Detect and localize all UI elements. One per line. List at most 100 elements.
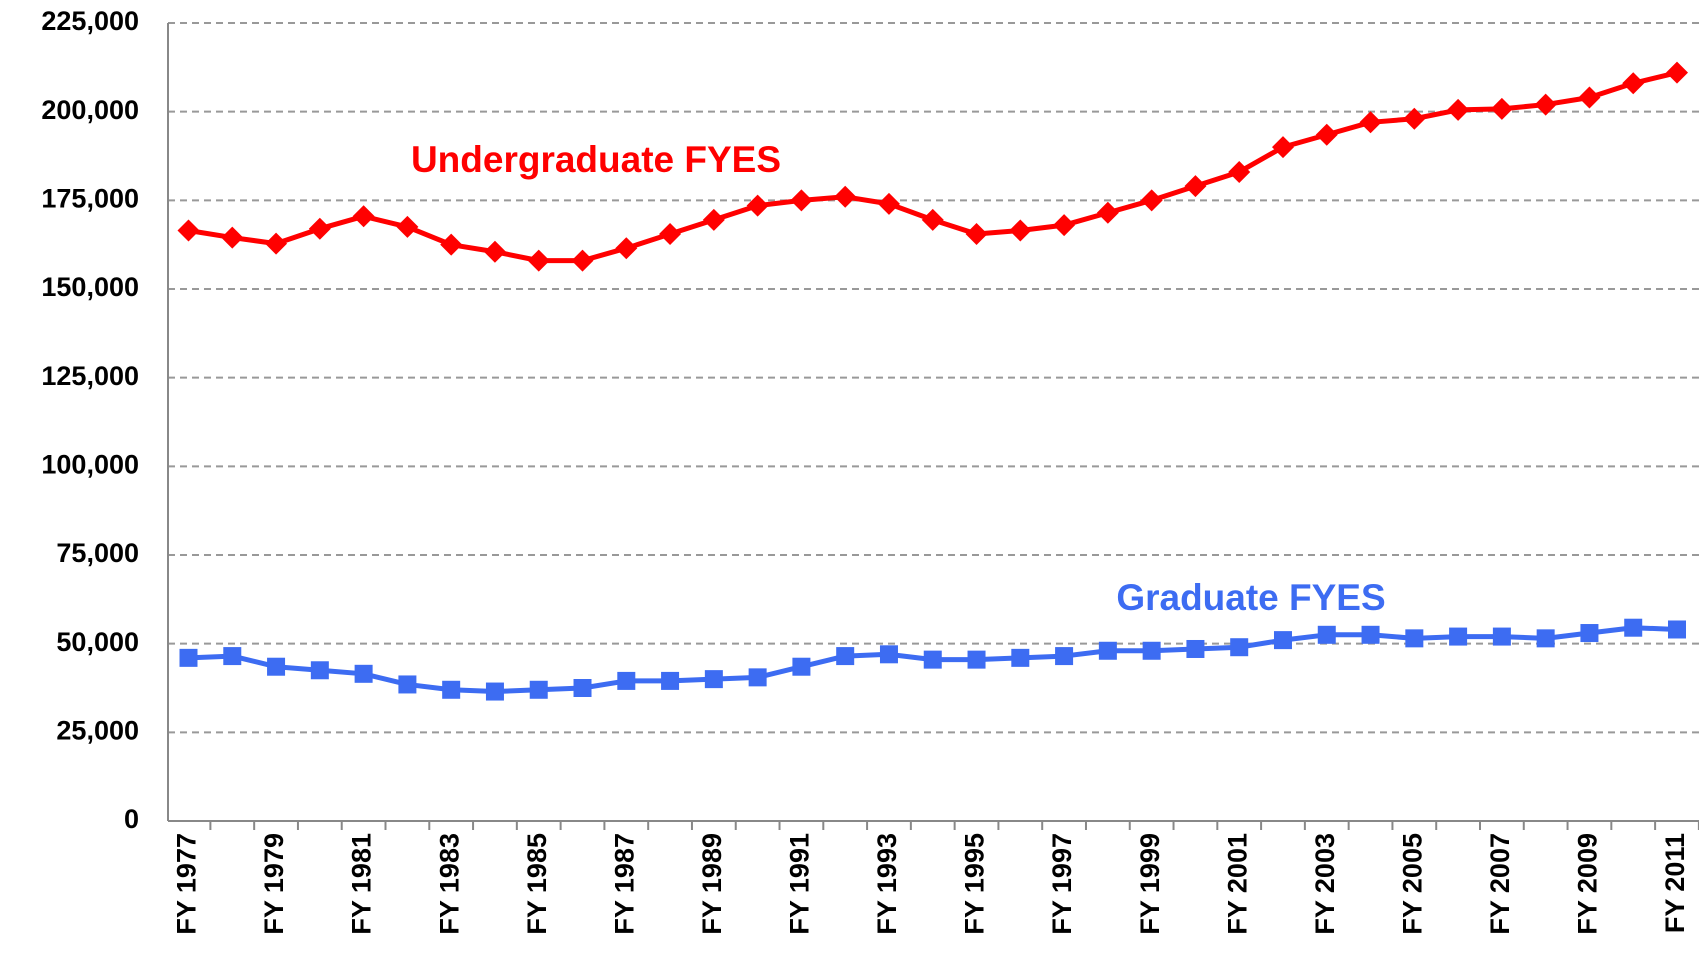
y-tick-label: 175,000 <box>41 183 139 213</box>
data-point <box>879 645 898 664</box>
data-point <box>1273 631 1292 650</box>
data-point <box>1228 160 1251 183</box>
y-tick-label: 200,000 <box>41 95 139 125</box>
data-point <box>1317 625 1336 644</box>
x-tick-label: FY 1985 <box>522 833 552 935</box>
x-tick-label: FY 2001 <box>1222 833 1252 935</box>
data-point <box>1315 123 1338 146</box>
data-point <box>1449 627 1468 646</box>
series-annotation: Graduate FYES <box>1116 577 1385 618</box>
x-tick-label: FY 1991 <box>785 833 815 935</box>
data-point <box>748 668 767 687</box>
y-tick-label: 0 <box>124 804 139 834</box>
x-tick-label: FY 2011 <box>1660 833 1690 933</box>
data-point <box>1098 641 1117 660</box>
data-point <box>265 232 288 255</box>
data-point <box>1053 214 1076 237</box>
data-point <box>1142 641 1161 660</box>
y-tick-label: 125,000 <box>41 361 139 391</box>
data-point <box>308 217 331 240</box>
x-tick-label: FY 1981 <box>347 833 377 935</box>
y-tick-label: 225,000 <box>41 6 139 36</box>
data-point <box>702 208 725 231</box>
data-point <box>177 219 200 242</box>
data-point <box>1186 639 1205 658</box>
data-point <box>615 237 638 260</box>
series-annotation: Undergraduate FYES <box>411 139 781 180</box>
data-point <box>352 205 375 228</box>
x-tick-label: FY 1993 <box>872 833 902 935</box>
data-point <box>1184 175 1207 198</box>
y-tick-label: 150,000 <box>41 272 139 302</box>
data-point <box>1490 97 1513 120</box>
data-point <box>1578 86 1601 109</box>
x-tick-label: FY 2005 <box>1397 833 1427 935</box>
data-point <box>1055 647 1074 666</box>
data-point <box>967 650 986 669</box>
data-point <box>221 226 244 249</box>
data-point <box>1624 618 1643 637</box>
data-point <box>179 648 198 667</box>
data-point <box>1447 98 1470 121</box>
data-point <box>1096 201 1119 224</box>
data-point <box>440 233 463 256</box>
data-point <box>310 661 329 680</box>
data-point <box>1668 620 1686 639</box>
data-point <box>746 194 769 217</box>
x-tick-label: FY 1983 <box>434 833 464 935</box>
x-tick-label: FY 1979 <box>259 833 289 935</box>
data-point <box>1492 627 1511 646</box>
data-point <box>1622 72 1645 95</box>
data-point <box>1580 624 1599 643</box>
x-tick-label: FY 2007 <box>1485 833 1515 935</box>
data-point <box>1230 638 1249 657</box>
y-tick-label: 75,000 <box>56 538 139 568</box>
data-point <box>527 249 550 272</box>
data-point <box>923 650 942 669</box>
data-point <box>223 647 242 666</box>
data-point <box>836 647 855 666</box>
data-point <box>1361 625 1380 644</box>
data-point <box>354 664 373 683</box>
data-point <box>267 657 286 676</box>
data-point <box>1405 629 1424 648</box>
x-tick-label: FY 1977 <box>172 833 202 935</box>
data-point <box>485 682 504 701</box>
data-point <box>921 208 944 231</box>
data-point <box>659 223 682 246</box>
data-point <box>1011 648 1030 667</box>
data-point <box>571 249 594 272</box>
data-point <box>1534 93 1557 116</box>
x-tick-label: FY 2009 <box>1573 833 1603 935</box>
data-point <box>1140 189 1163 212</box>
data-point <box>398 675 417 694</box>
x-tick-label: FY 1999 <box>1135 833 1165 935</box>
x-tick-label: FY 1987 <box>609 833 639 935</box>
data-point <box>1403 107 1426 130</box>
x-tick-label: FY 1989 <box>697 833 727 935</box>
data-point <box>442 680 461 699</box>
data-point <box>1666 61 1688 84</box>
data-point <box>704 670 723 689</box>
data-point <box>965 223 988 246</box>
data-point <box>877 192 900 215</box>
y-tick-label: 50,000 <box>56 627 139 657</box>
y-tick-label: 25,000 <box>56 715 139 745</box>
data-point <box>790 189 813 212</box>
data-point <box>1536 629 1555 648</box>
data-point <box>661 671 680 690</box>
data-point <box>792 657 811 676</box>
data-point <box>1009 219 1032 242</box>
data-point <box>529 680 548 699</box>
data-point <box>396 215 419 238</box>
data-point <box>483 240 506 263</box>
data-point <box>834 185 857 208</box>
data-point <box>1359 111 1382 134</box>
data-point <box>1271 136 1294 159</box>
data-point <box>573 679 592 697</box>
x-tick-label: FY 2003 <box>1310 833 1340 935</box>
x-tick-label: FY 1997 <box>1047 833 1077 935</box>
data-point <box>617 671 636 690</box>
